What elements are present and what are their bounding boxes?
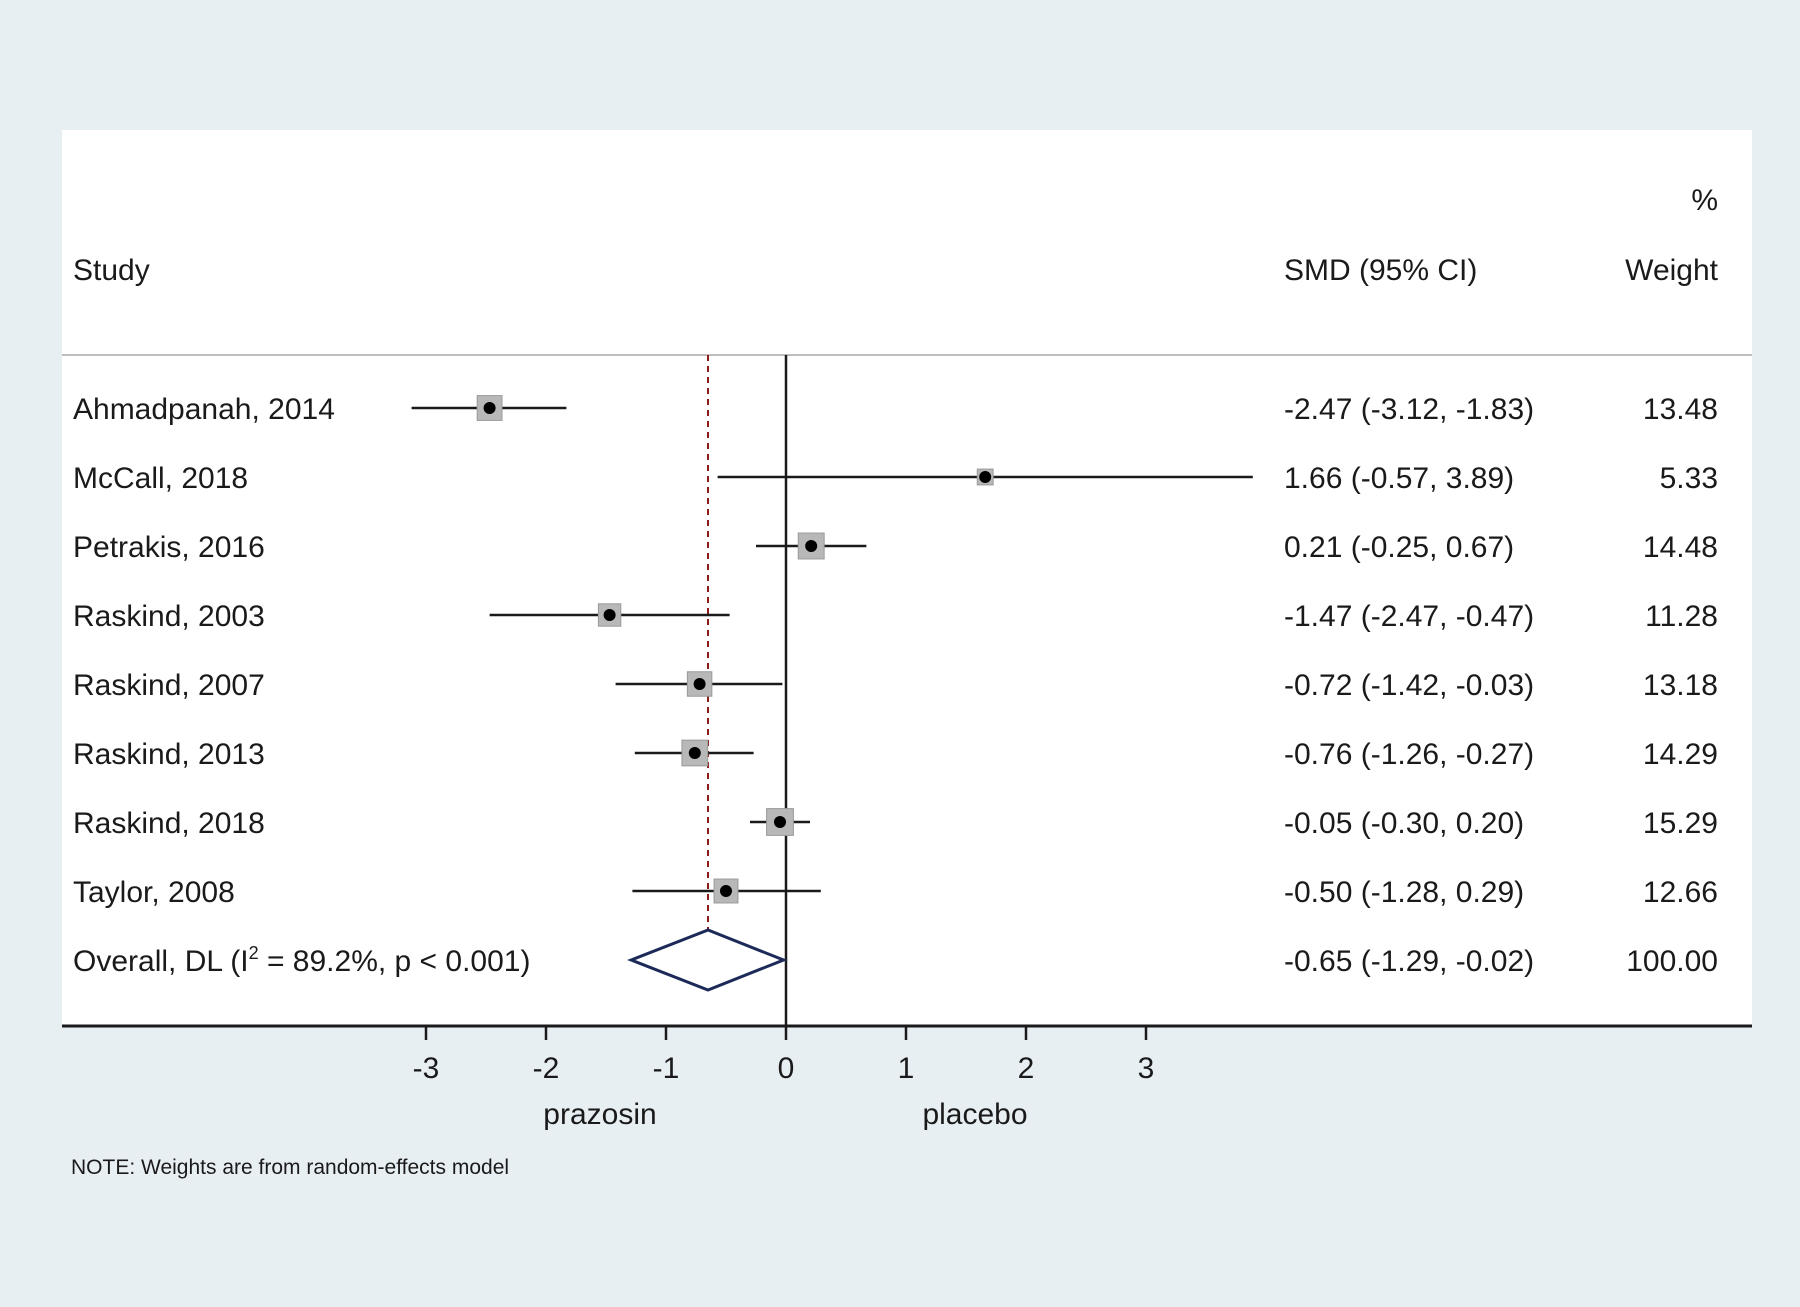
point-estimate bbox=[688, 747, 701, 759]
study-label: Raskind, 2007 bbox=[73, 669, 265, 702]
x-tick-label: -1 bbox=[653, 1052, 680, 1085]
study-label: Raskind, 2003 bbox=[73, 600, 265, 633]
weight-value: 5.33 bbox=[1660, 462, 1718, 495]
header-weight-percent: % bbox=[1691, 184, 1718, 217]
x-axis-right-label: placebo bbox=[922, 1098, 1027, 1131]
overall-row: Overall, DL (I2 = 89.2%, p < 0.001) -0.65… bbox=[73, 928, 1718, 992]
point-estimate bbox=[720, 885, 732, 897]
study-row: Raskind, 2003 -1.47 (-2.47, -0.47) 11.28 bbox=[73, 600, 1718, 633]
point-estimate bbox=[805, 540, 818, 552]
plot-region bbox=[62, 130, 1752, 1025]
weight-value: 14.29 bbox=[1643, 738, 1718, 771]
study-rows: Ahmadpanah, 2014 -2.47 (-3.12, -1.83) 13.4… bbox=[73, 355, 1718, 1026]
study-label: Raskind, 2013 bbox=[73, 738, 265, 771]
x-axis-left-label: prazosin bbox=[543, 1098, 656, 1131]
study-label: Petrakis, 2016 bbox=[73, 531, 265, 564]
header-study: Study bbox=[73, 254, 150, 287]
point-estimate bbox=[693, 678, 706, 690]
point-estimate bbox=[603, 609, 616, 621]
overall-diamond bbox=[627, 928, 788, 992]
x-tick-label: 3 bbox=[1138, 1052, 1155, 1085]
study-row: Petrakis, 2016 0.21 (-0.25, 0.67) 14.48 bbox=[73, 531, 1718, 564]
x-axis: -3 -2 -1 0 1 2 3 bbox=[413, 1026, 1155, 1085]
x-tick-label: 2 bbox=[1018, 1052, 1035, 1085]
study-label: McCall, 2018 bbox=[73, 462, 248, 495]
point-estimate bbox=[774, 816, 786, 828]
study-row: Raskind, 2007 -0.72 (-1.42, -0.03) 13.18 bbox=[73, 669, 1718, 702]
study-row: McCall, 2018 1.66 (-0.57, 3.89) 5.33 bbox=[73, 462, 1718, 495]
x-tick-label: -3 bbox=[413, 1052, 440, 1085]
study-row: Ahmadpanah, 2014 -2.47 (-3.12, -1.83) 13.4… bbox=[73, 393, 1718, 426]
weight-value: 11.28 bbox=[1645, 600, 1718, 633]
x-tick-label: 0 bbox=[778, 1052, 795, 1085]
study-label: Ahmadpanah, 2014 bbox=[73, 393, 335, 426]
smd-value: 0.21 (-0.25, 0.67) bbox=[1284, 531, 1514, 564]
study-row: Raskind, 2013 -0.76 (-1.26, -0.27) 14.29 bbox=[73, 738, 1718, 771]
weight-value: 14.48 bbox=[1643, 531, 1718, 564]
study-row: Taylor, 2008 -0.50 (-1.28, 0.29) 12.66 bbox=[73, 876, 1718, 909]
study-row: Raskind, 2018 -0.05 (-0.30, 0.20) 15.29 bbox=[73, 807, 1718, 840]
weight-value: 13.18 bbox=[1643, 669, 1718, 702]
x-tick-label: 1 bbox=[898, 1052, 915, 1085]
study-label: Raskind, 2018 bbox=[73, 807, 265, 840]
smd-value: -0.05 (-0.30, 0.20) bbox=[1284, 807, 1524, 840]
overall-smd-value: -0.65 (-1.29, -0.02) bbox=[1284, 945, 1534, 978]
smd-value: 1.66 (-0.57, 3.89) bbox=[1284, 462, 1514, 495]
point-estimate bbox=[979, 471, 992, 483]
overall-label: Overall, DL (I2 = 89.2%, p < 0.001) bbox=[73, 943, 530, 978]
smd-value: -2.47 (-3.12, -1.83) bbox=[1284, 393, 1534, 426]
weight-value: 13.48 bbox=[1643, 393, 1718, 426]
point-estimate bbox=[483, 402, 496, 414]
weights-note: NOTE: Weights are from random-effects mo… bbox=[71, 1156, 509, 1179]
x-tick-label: -2 bbox=[533, 1052, 560, 1085]
header-weight: Weight bbox=[1625, 254, 1718, 287]
smd-value: -0.50 (-1.28, 0.29) bbox=[1284, 876, 1524, 909]
weight-value: 15.29 bbox=[1643, 807, 1718, 840]
weight-value: 12.66 bbox=[1643, 876, 1718, 909]
smd-value: -1.47 (-2.47, -0.47) bbox=[1284, 600, 1534, 633]
study-label: Taylor, 2008 bbox=[73, 876, 235, 909]
header-smd: SMD (95% CI) bbox=[1284, 254, 1477, 287]
overall-weight-value: 100.00 bbox=[1626, 945, 1718, 978]
smd-value: -0.76 (-1.26, -0.27) bbox=[1284, 738, 1534, 771]
smd-value: -0.72 (-1.42, -0.03) bbox=[1284, 669, 1534, 702]
